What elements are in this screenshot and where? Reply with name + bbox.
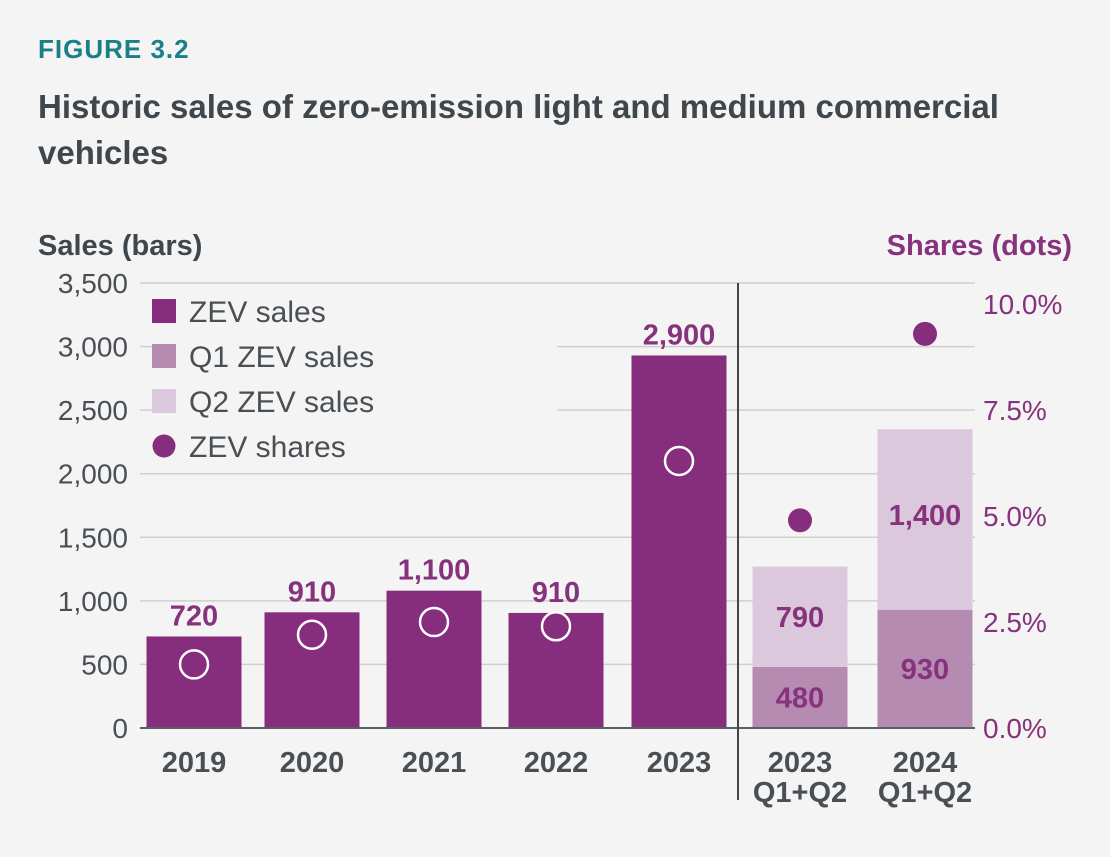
left-tick-label: 2,500 <box>58 395 128 426</box>
q1-value-label: 930 <box>901 654 949 686</box>
bar-q1-sales <box>877 609 973 728</box>
x-tick-label: 2022 <box>524 747 589 779</box>
bar-value-label: 720 <box>170 600 218 632</box>
figure-label: FIGURE 3.2 <box>38 34 190 64</box>
x-tick-label: 2019 <box>162 747 227 779</box>
bar-zev-sales <box>386 590 482 728</box>
x-tick-label: 2024 <box>893 747 958 779</box>
right-tick-label: 2.5% <box>983 607 1047 638</box>
bar-value-label: 2,900 <box>643 319 716 351</box>
q1-value-label: 480 <box>776 682 824 714</box>
legend-swatch-circle <box>152 434 176 458</box>
data-labels: 720 910 1,100 910 2,900 480 790 930 1,400 <box>170 319 961 714</box>
left-tick-label: 2,000 <box>58 459 128 490</box>
bar-value-label: 910 <box>532 577 580 609</box>
legend-label: Q1 ZEV sales <box>189 341 374 374</box>
x-tick-label-period: Q1+Q2 <box>878 777 972 809</box>
right-tick-label: 10.0% <box>983 289 1062 320</box>
left-axis-title: Sales (bars) <box>38 230 202 262</box>
share-dot <box>178 649 210 680</box>
q2-value-label: 790 <box>776 602 824 634</box>
x-tick-label: 2021 <box>402 747 467 779</box>
legend-swatch-square <box>152 344 176 368</box>
q2-value-label: 1,400 <box>889 500 962 532</box>
legend-label: ZEV shares <box>189 431 346 464</box>
bar-zev-sales <box>146 636 242 728</box>
axes: 0 500 1,000 1,500 2,000 2,500 3,000 3,500 0.0% 2.… <box>58 268 1062 809</box>
x-tick-label: 2020 <box>280 747 345 779</box>
left-tick-label: 1,500 <box>58 522 128 553</box>
share-dot <box>418 606 450 638</box>
left-tick-label: 500 <box>81 649 128 680</box>
legend-background <box>152 298 557 466</box>
right-tick-label: 5.0% <box>983 501 1047 532</box>
left-tick-label: 1,000 <box>58 586 128 617</box>
share-dot <box>788 508 812 533</box>
bar-zev-sales <box>264 612 360 728</box>
bar-q1-sales <box>752 666 848 728</box>
left-tick-label: 0 <box>112 713 128 744</box>
left-tick-label: 3,000 <box>58 332 128 363</box>
share-dot <box>296 619 328 651</box>
x-tick-label: 2023 <box>768 747 833 779</box>
bar-zev-sales <box>508 612 604 728</box>
bar-q2-sales <box>752 566 848 667</box>
legend-swatch-square <box>152 299 176 323</box>
share-dot <box>540 611 572 642</box>
bars <box>146 355 973 728</box>
share-dots <box>178 321 937 680</box>
bar-value-label: 910 <box>288 576 336 608</box>
left-tick-label: 3,500 <box>58 268 128 299</box>
legend-label: ZEV sales <box>189 296 326 329</box>
legend-label: Q2 ZEV sales <box>189 386 374 419</box>
legend-swatch-square <box>152 389 176 413</box>
x-tick-label: 2023 <box>647 747 712 779</box>
right-tick-label: 0.0% <box>983 713 1047 744</box>
legend: ZEV sales Q1 ZEV sales Q2 ZEV sales ZEV sha… <box>152 296 557 466</box>
bar-q2-sales <box>877 429 973 610</box>
share-dot <box>663 445 695 477</box>
right-tick-label: 7.5% <box>983 395 1047 426</box>
bar-value-label: 1,100 <box>398 555 471 587</box>
bar-zev-sales <box>631 355 727 728</box>
chart-title: Historic sales of zero-emission light an… <box>38 88 999 171</box>
share-dot <box>913 321 937 346</box>
right-axis-title: Shares (dots) <box>887 230 1072 262</box>
x-tick-label-period: Q1+Q2 <box>753 777 847 809</box>
